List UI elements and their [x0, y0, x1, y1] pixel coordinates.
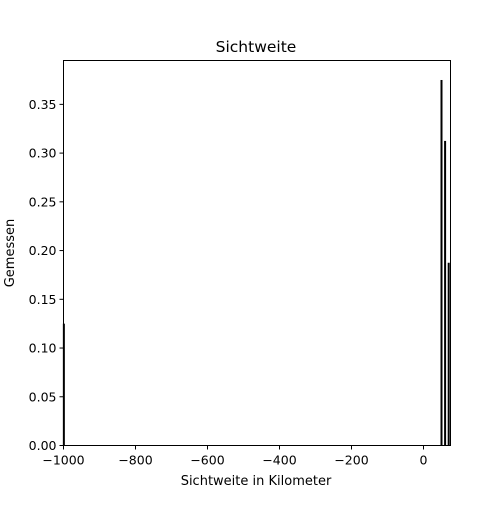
x-tick-label-3: −400 — [262, 453, 296, 468]
y-axis-label: Gemessen — [3, 219, 18, 288]
y-tick-label-3: 0.15 — [29, 292, 57, 307]
bar-3 — [448, 263, 450, 446]
x-tick-label-0: −1000 — [42, 453, 84, 468]
x-tick-label-2: −600 — [190, 453, 224, 468]
chart-title: Sichtweite — [216, 38, 297, 56]
y-tick-label-0: 0.00 — [29, 438, 57, 453]
bar-2 — [444, 141, 446, 446]
bars-group — [63, 80, 450, 446]
y-tick-label-5: 0.25 — [29, 194, 57, 209]
y-tick-label-2: 0.10 — [29, 341, 57, 356]
y-tick-label-7: 0.35 — [29, 97, 57, 112]
y-ticks-group: 0.00 0.05 0.10 0.15 0.20 0.25 0.30 0.35 — [29, 97, 64, 453]
x-tick-label-4: −200 — [334, 453, 368, 468]
plot-frame — [64, 61, 451, 446]
y-tick-label-6: 0.30 — [29, 146, 57, 161]
bar-1 — [441, 80, 443, 446]
x-axis-label: Sichtweite in Kilometer — [181, 474, 332, 489]
y-tick-label-4: 0.20 — [29, 243, 57, 258]
x-ticks-group: −1000 −800 −600 −400 −200 0 — [42, 446, 427, 468]
x-tick-label-5: 0 — [420, 453, 428, 468]
y-tick-label-1: 0.05 — [29, 389, 57, 404]
x-tick-label-1: −800 — [118, 453, 152, 468]
